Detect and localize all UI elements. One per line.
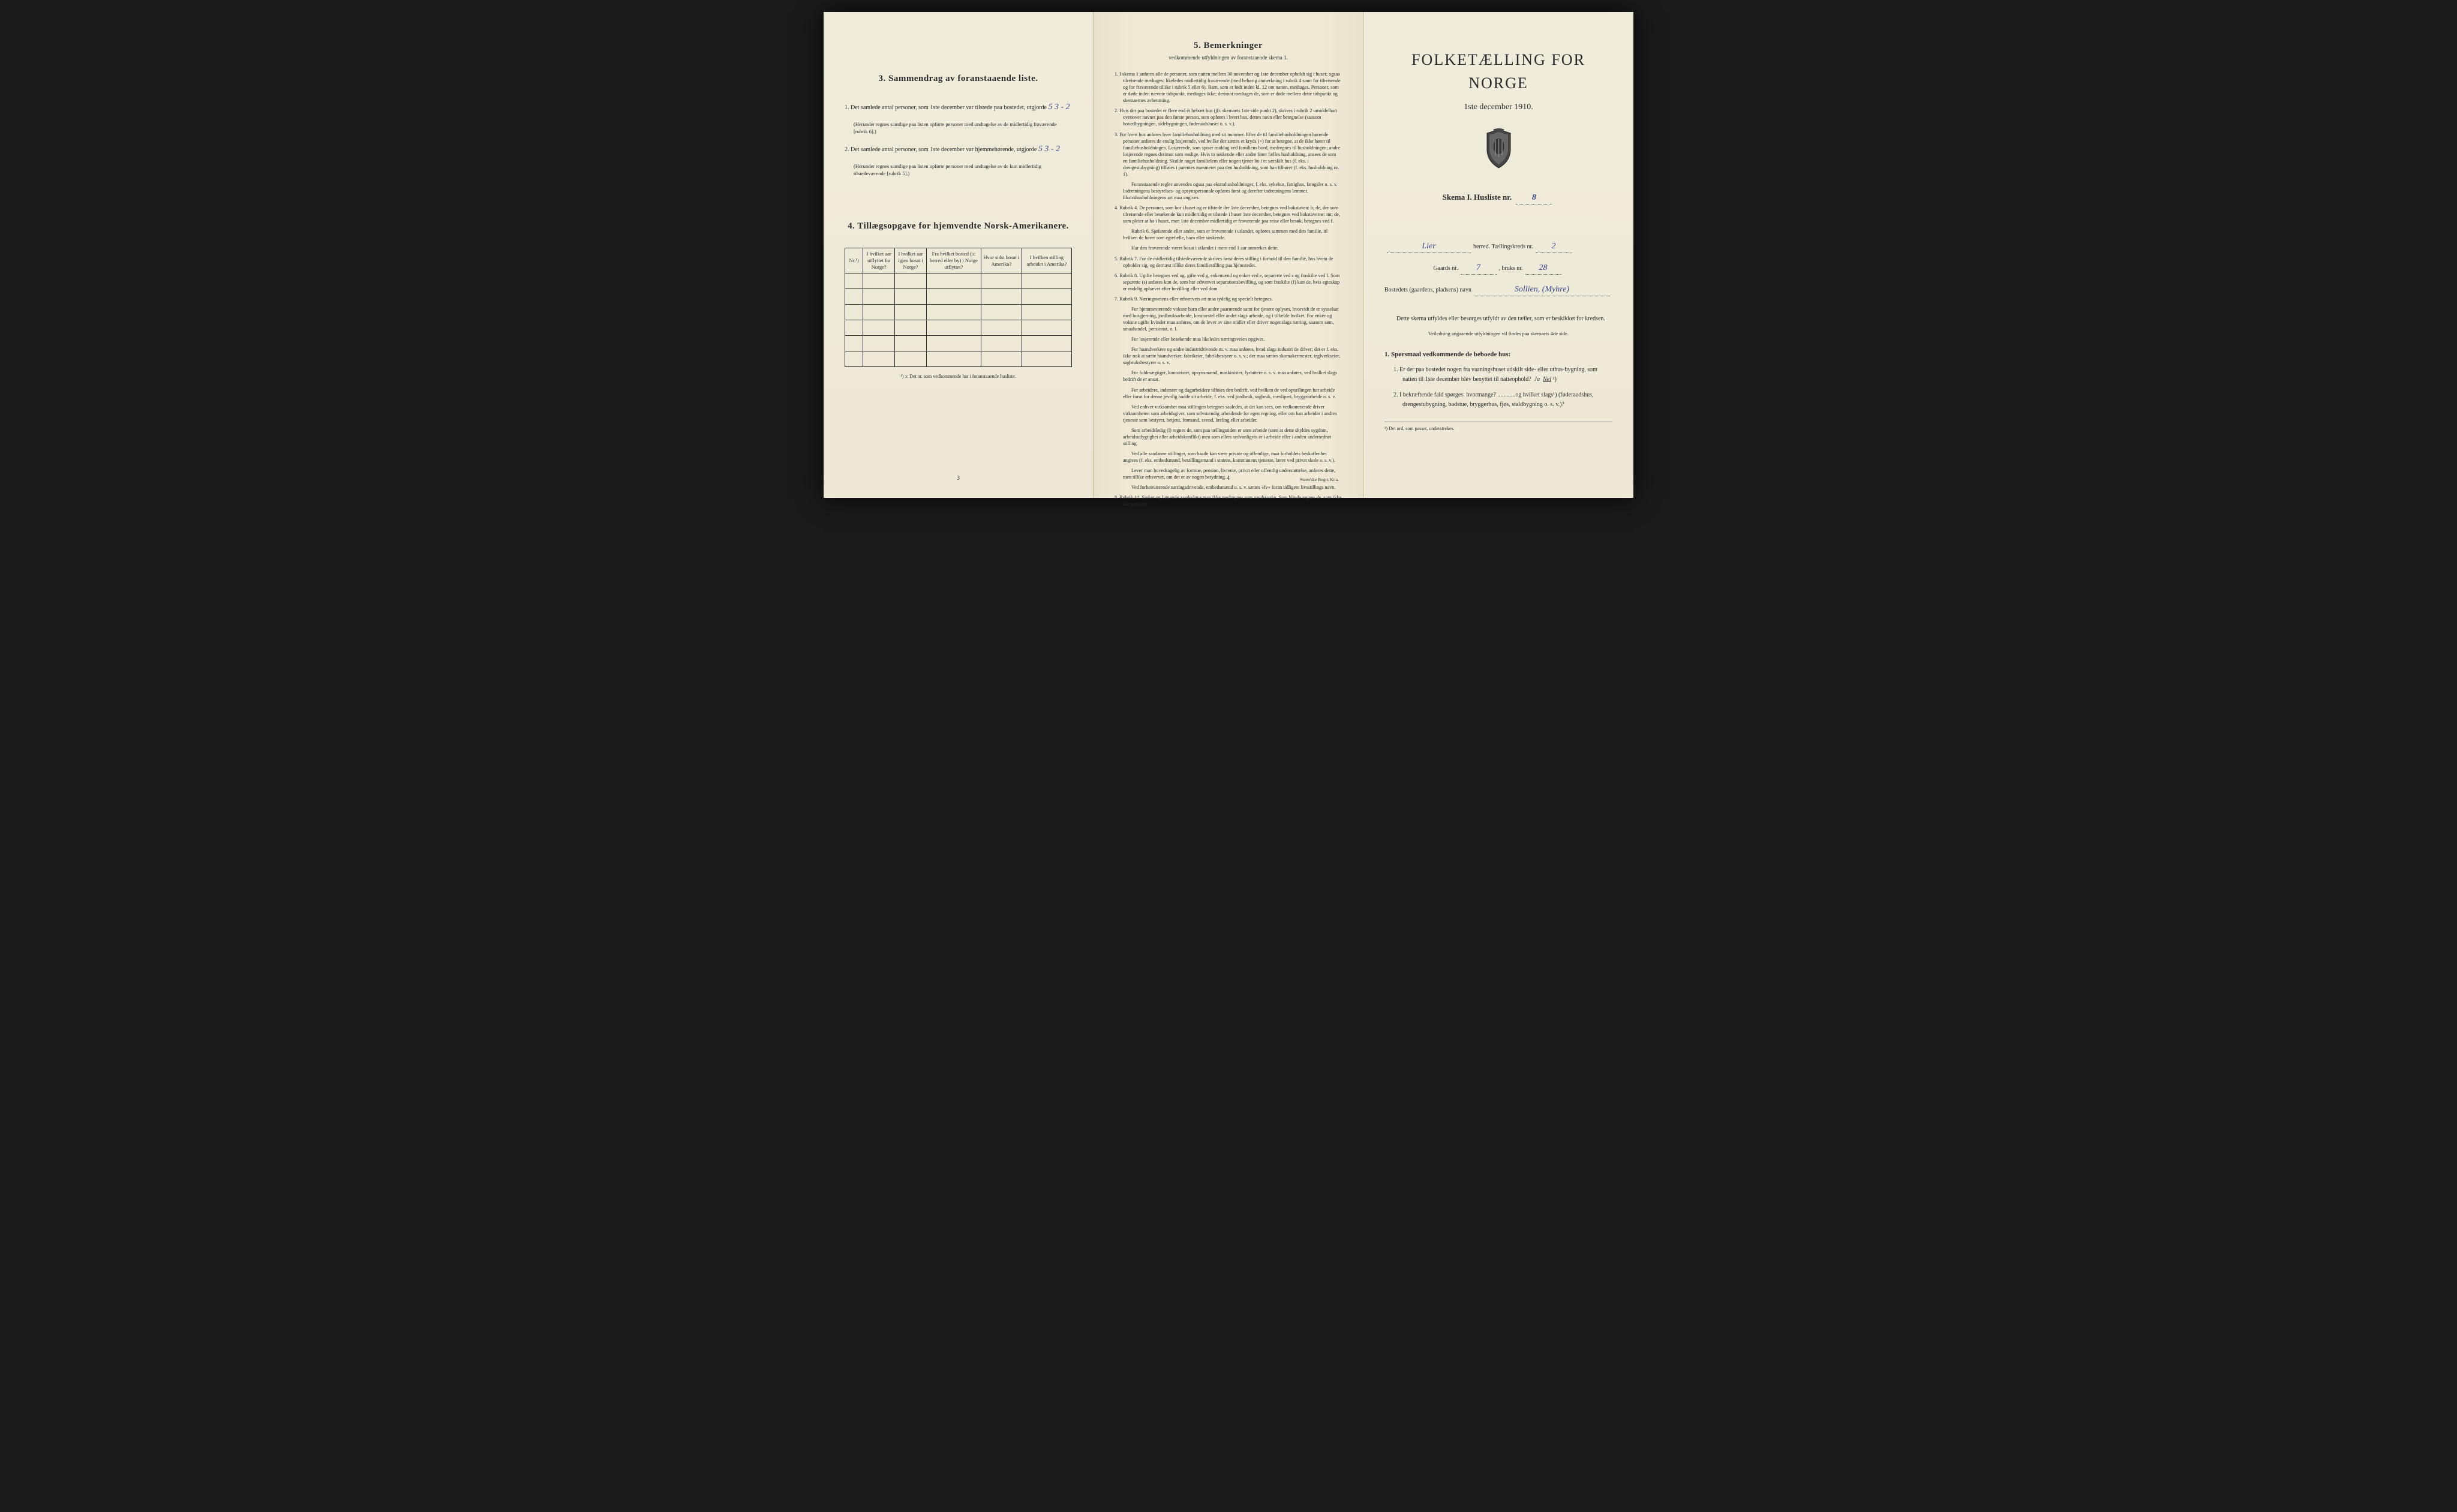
questions-heading: 1. Spørsmaal vedkommende de beboede hus:: [1384, 350, 1612, 360]
bosted-value: Sollien, (Myhre): [1474, 283, 1610, 296]
item1-note: (Herunder regnes samtlige paa listen opf…: [854, 121, 1072, 136]
page-1-cover: FOLKETÆLLING FOR NORGE 1ste december 191…: [1363, 12, 1633, 498]
table-row: [845, 320, 1072, 336]
remark-paragraph: Rubrik 6. Sjøfarende eller andre, som er…: [1115, 228, 1342, 241]
table-header: I hvilket aar utflyttet fra Norge?: [863, 248, 895, 273]
printer-mark: Steen'ske Bogtr. Kr.a.: [1300, 476, 1339, 483]
remark-paragraph: Foranstaaende regler anvendes ogsaa paa …: [1115, 181, 1342, 201]
table-row: [845, 351, 1072, 367]
summary-item-1: 1. Det samlede antal personer, som 1ste …: [845, 101, 1072, 114]
intro-subtext: Veiledning angaaende utfyldningen vil fi…: [1384, 330, 1612, 338]
remark-item: 4. Rubrik 4. De personer, som bor i huse…: [1115, 205, 1342, 224]
remark-paragraph: Ved enhver virksomhet maa stillingen bet…: [1115, 404, 1342, 423]
remark-paragraph: For hjemmeværende voksne barn eller andr…: [1115, 306, 1342, 332]
item2-note: (Herunder regnes samtlige paa listen opf…: [854, 163, 1072, 178]
section-4-title: 4. Tillægsopgave for hjemvendte Norsk-Am…: [845, 220, 1072, 233]
table-row: [845, 273, 1072, 289]
intro-text: Dette skema utfyldes eller besørges utfy…: [1384, 314, 1612, 324]
remark-item: 6. Rubrik 8. Ugifte betegnes ved ug, gif…: [1115, 272, 1342, 292]
section-3-title: 3. Sammendrag av foranstaaende liste.: [845, 72, 1072, 86]
page-number-4: 4: [1227, 474, 1230, 483]
skema-heading: Skema I. Husliste nr. 8: [1384, 191, 1612, 205]
page-3: 3. Sammendrag av foranstaaende liste. 1.…: [824, 12, 1094, 498]
table-header: Nr.¹): [845, 248, 863, 273]
census-document: 3. Sammendrag av foranstaaende liste. 1.…: [824, 12, 1633, 498]
gaards-row: Gaards nr. 7 , bruks nr. 28: [1384, 261, 1612, 275]
remark-paragraph: For haandverkere og andre industridriven…: [1115, 346, 1342, 366]
table-header: I hvilket aar igjen bosat i Norge?: [895, 248, 927, 273]
section-5-subtitle: vedkommende utfyldningen av foranstaaend…: [1115, 54, 1342, 62]
question-1: 1. Er der paa bostedet nogen fra vaaning…: [1393, 365, 1612, 384]
norsk-amerikanere-table: Nr.¹)I hvilket aar utflyttet fra Norge?I…: [845, 248, 1072, 367]
remark-item: 1. I skema 1 anføres alle de personer, s…: [1115, 71, 1342, 104]
bosted-row: Bostedets (gaardens, pladsens) navn Soll…: [1384, 283, 1612, 296]
table-header: Hvor sidst bosat i Amerika?: [981, 248, 1022, 273]
remark-item: 3. For hvert hus anføres hver familiehus…: [1115, 131, 1342, 178]
table-header: I hvilken stilling arbeidet i Amerika?: [1022, 248, 1071, 273]
gaards-nr: 7: [1461, 261, 1497, 275]
section-5-title: 5. Bemerkninger: [1115, 39, 1342, 53]
bruks-nr: 28: [1525, 261, 1561, 275]
remark-item: 5. Rubrik 7. For de midlertidig tilstede…: [1115, 255, 1342, 269]
remark-paragraph: For arbeidere, inderster og dagarbeidere…: [1115, 387, 1342, 400]
tilstede-count: 5 3 - 2: [1048, 103, 1070, 112]
q1-nei: Nei: [1543, 376, 1551, 383]
page-number-3: 3: [957, 474, 960, 483]
remarks-list: 1. I skema 1 anføres alle de personer, s…: [1115, 71, 1342, 507]
census-main-title: FOLKETÆLLING FOR NORGE: [1384, 48, 1612, 95]
herred-row: Lier herred. Tællingskreds nr. 2: [1384, 240, 1612, 253]
table-row: [845, 336, 1072, 351]
table-header: Fra hvilket bosted (ɔ: herred eller by) …: [927, 248, 981, 273]
page-4: 5. Bemerkninger vedkommende utfyldningen…: [1094, 12, 1363, 498]
remark-paragraph: For fuldmægtiger, kontorister, opsynsmæn…: [1115, 369, 1342, 383]
husliste-nr: 8: [1516, 191, 1552, 205]
table-row: [845, 289, 1072, 305]
cover-footnote: ¹) Det ord, som passer, understrekes.: [1384, 422, 1612, 432]
remark-paragraph: For losjerende eller besøkende maa likel…: [1115, 336, 1342, 342]
remark-item: 2. Hvis der paa bostedet er flere end ét…: [1115, 107, 1342, 127]
remark-item: 7. Rubrik 9. Næringsveiens eller erhverv…: [1115, 296, 1342, 302]
table-row: [845, 305, 1072, 320]
summary-item-2: 2. Det samlede antal personer, som 1ste …: [845, 143, 1072, 156]
q1-ja: Ja: [1534, 376, 1540, 383]
table-footnote: ¹) ɔ: Det nr. som vedkommende har i fora…: [845, 373, 1072, 380]
remark-paragraph: Har den fraværende været bosat i utlande…: [1115, 245, 1342, 251]
question-2: 2. I bekræftende fald spørges: hvormange…: [1393, 390, 1612, 410]
remark-paragraph: Ved forhenværende næringsdrivende, embed…: [1115, 484, 1342, 491]
herred-value: Lier: [1387, 240, 1471, 253]
remark-item: 8. Rubrik 14. Sinker og lignende aandssl…: [1115, 494, 1342, 507]
census-date: 1ste december 1910.: [1384, 101, 1612, 113]
hjemmehorende-count: 5 3 - 2: [1038, 145, 1060, 154]
kreds-nr: 2: [1536, 240, 1572, 253]
remark-paragraph: Ved alle saadanne stillinger, som baade …: [1115, 450, 1342, 464]
norway-coat-of-arms: [1384, 128, 1612, 173]
remark-paragraph: Som arbeidsledig (l) regnes de, som paa …: [1115, 427, 1342, 447]
